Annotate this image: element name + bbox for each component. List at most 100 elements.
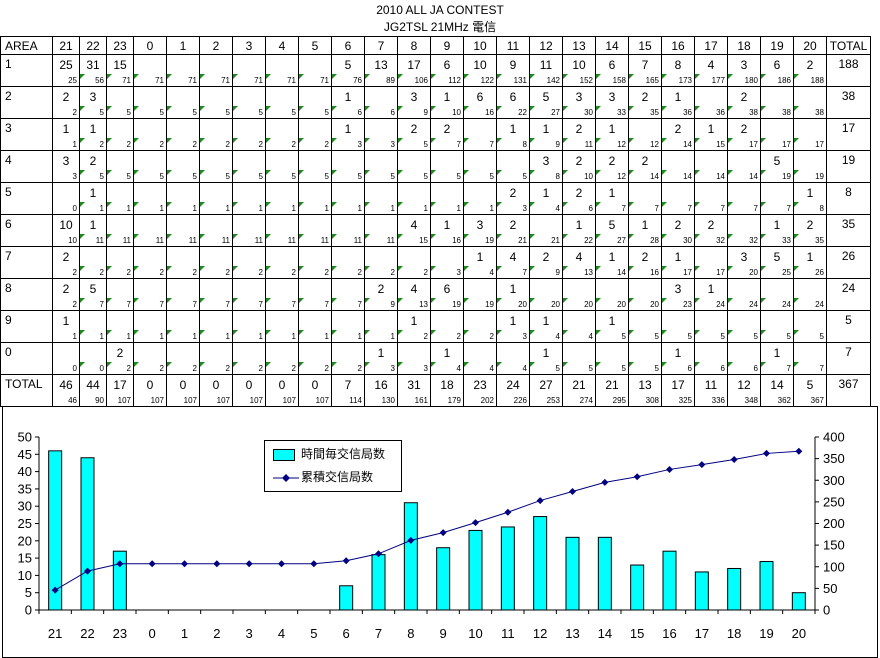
cumulative-cell: 71 (232, 74, 266, 87)
count-cell: 3 (595, 86, 629, 106)
line-point (84, 567, 91, 575)
count-cell: 2 (496, 214, 530, 234)
comment-marker (200, 266, 205, 271)
comment-marker (266, 170, 271, 175)
count-cell (496, 342, 530, 362)
comment-marker (662, 362, 667, 367)
count-cell (166, 214, 200, 234)
cumulative-cell: 2 (397, 330, 431, 343)
cumulative-cell: 76 (331, 74, 365, 87)
comment-marker (266, 138, 271, 143)
total-count-cell: 7 (331, 374, 365, 394)
count-cell (166, 310, 200, 330)
cumulative-cell: 3 (430, 266, 464, 279)
header-hour-cell: 16 (661, 36, 695, 55)
count-cell (430, 182, 464, 202)
count-cell (298, 310, 332, 330)
comment-marker (365, 138, 370, 143)
right-tick-label: 0 (823, 603, 830, 618)
count-cell (133, 150, 167, 170)
x-tick-label: 5 (310, 626, 317, 641)
cumulative-cell: 6 (331, 106, 365, 119)
comment-marker (107, 298, 112, 303)
comment-marker (563, 298, 568, 303)
total-count-cell: 0 (298, 374, 332, 394)
comment-marker (200, 362, 205, 367)
cumulative-cell: 14 (661, 170, 695, 183)
count-cell (727, 278, 761, 298)
cumulative-cell: 7 (331, 298, 365, 311)
count-cell (463, 182, 497, 202)
count-cell (106, 118, 134, 138)
cumulative-cell: 14 (595, 266, 629, 279)
cumulative-cell: 2 (265, 266, 299, 279)
bar (565, 536, 580, 611)
comment-marker (398, 362, 403, 367)
cumulative-cell: 33 (595, 106, 629, 119)
cumulative-cell: 5 (133, 170, 167, 183)
count-cell: 2 (430, 118, 464, 138)
area-total-cell: 26 (826, 246, 871, 279)
x-tick-label: 0 (149, 626, 156, 641)
count-cell (628, 310, 662, 330)
cumulative-cell: 2 (298, 362, 332, 375)
bar (403, 502, 418, 611)
x-tick-label: 23 (113, 626, 127, 641)
count-cell (52, 342, 80, 362)
count-cell (79, 246, 107, 266)
header-hour-cell: 8 (397, 36, 431, 55)
count-cell: 2 (628, 246, 662, 266)
count-cell (265, 342, 299, 362)
count-cell: 1 (793, 246, 827, 266)
cumulative-cell: 27 (595, 234, 629, 247)
bar (597, 536, 612, 611)
cumulative-cell: 30 (562, 106, 596, 119)
comment-marker (563, 362, 568, 367)
area-label-cell: 3 (0, 118, 53, 151)
count-cell (79, 310, 107, 330)
cumulative-cell: 0 (52, 362, 80, 375)
area-label-cell: 5 (0, 182, 53, 215)
comment-marker (761, 170, 766, 175)
count-cell: 1 (595, 246, 629, 266)
cumulative-cell: 2 (331, 362, 365, 375)
count-cell: 15 (106, 54, 134, 74)
cumulative-cell: 20 (628, 298, 662, 311)
cumulative-cell: 1 (331, 330, 365, 343)
cumulative-cell: 1 (166, 330, 200, 343)
count-cell (364, 246, 398, 266)
comment-marker (629, 362, 634, 367)
cumulative-cell: 25 (52, 74, 80, 87)
cumulative-cell: 56 (79, 74, 107, 87)
legend-swatch-bar (273, 448, 295, 461)
cumulative-cell: 12 (595, 170, 629, 183)
comment-marker (464, 330, 469, 335)
total-count-cell: 23 (463, 374, 497, 394)
count-cell (694, 246, 728, 266)
comment-marker (398, 74, 403, 79)
cumulative-cell: 5 (562, 362, 596, 375)
count-cell (232, 310, 266, 330)
area-total-cell: 188 (826, 54, 871, 87)
line-point (245, 560, 253, 568)
bar (112, 550, 127, 611)
comment-marker (200, 106, 205, 111)
comment-marker (464, 106, 469, 111)
total-cumulative-cell: 107 (166, 394, 200, 407)
cumulative-cell: 2 (265, 138, 299, 151)
comment-marker (107, 266, 112, 271)
count-cell (661, 150, 695, 170)
cumulative-cell: 20 (595, 298, 629, 311)
count-cell: 2 (52, 278, 80, 298)
cumulative-cell: 71 (133, 74, 167, 87)
comment-marker (200, 202, 205, 207)
comment-marker (365, 234, 370, 239)
comment-marker (167, 298, 172, 303)
count-cell (106, 86, 134, 106)
total-count-cell: 14 (760, 374, 794, 394)
line-point (310, 560, 318, 568)
cumulative-cell: 5 (496, 170, 530, 183)
line-point (601, 478, 609, 486)
table-row: 2 2 3 1 3 1 6 6 5 3 3 2 1 2 38 (0, 86, 871, 119)
count-cell (298, 54, 332, 74)
